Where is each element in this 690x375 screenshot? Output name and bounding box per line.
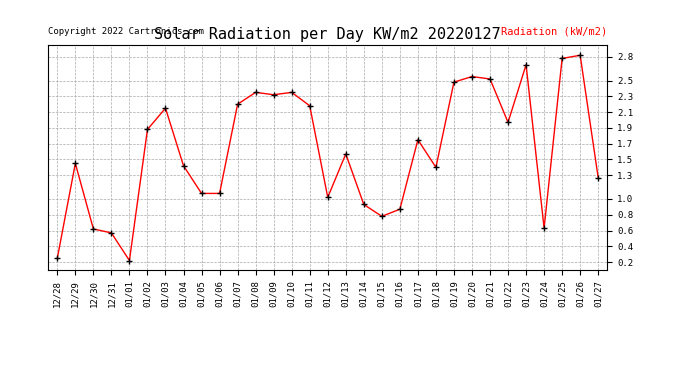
Text: Radiation (kW/m2): Radiation (kW/m2) bbox=[501, 26, 607, 36]
Title: Solar Radiation per Day KW/m2 20220127: Solar Radiation per Day KW/m2 20220127 bbox=[155, 27, 501, 42]
Text: Copyright 2022 Cartronics.com: Copyright 2022 Cartronics.com bbox=[48, 27, 204, 36]
